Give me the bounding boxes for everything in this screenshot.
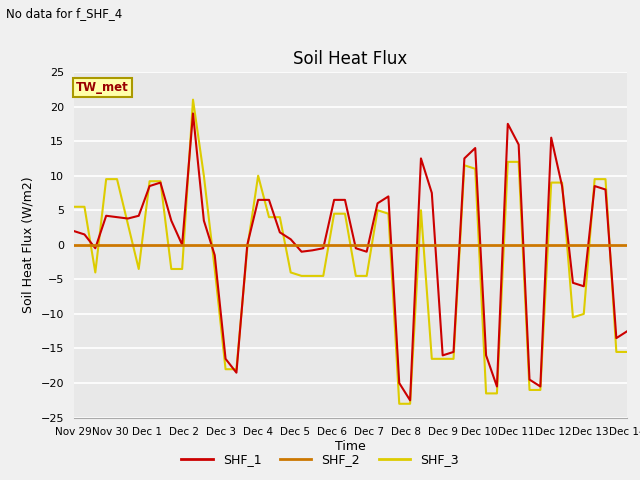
- Text: No data for f_SHF_4: No data for f_SHF_4: [6, 7, 123, 20]
- Text: TW_met: TW_met: [76, 81, 129, 94]
- Title: Soil Heat Flux: Soil Heat Flux: [293, 49, 408, 68]
- Legend: SHF_1, SHF_2, SHF_3: SHF_1, SHF_2, SHF_3: [177, 448, 463, 471]
- X-axis label: Time: Time: [335, 440, 366, 453]
- Y-axis label: Soil Heat Flux (W/m2): Soil Heat Flux (W/m2): [22, 177, 35, 313]
